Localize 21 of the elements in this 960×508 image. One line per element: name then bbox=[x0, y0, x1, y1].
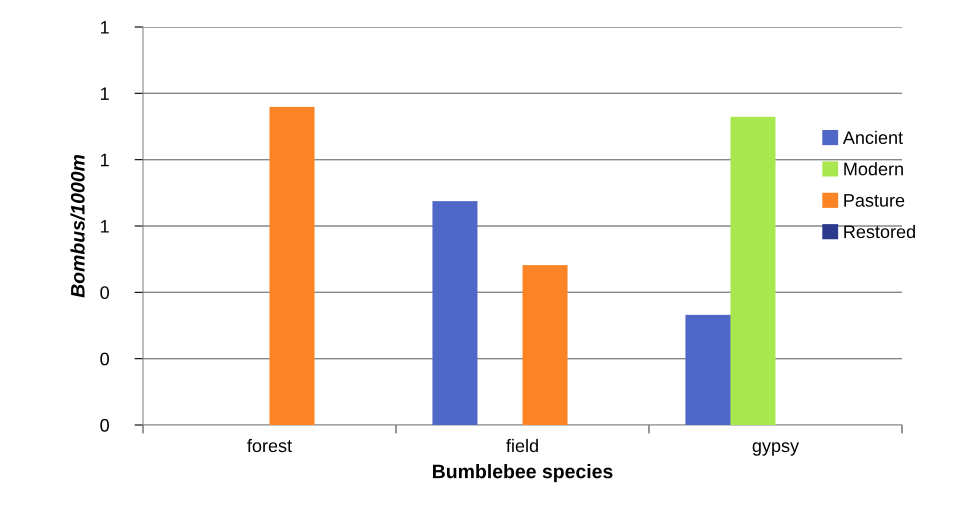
y-tick-label: 1 bbox=[101, 220, 109, 233]
y-tick-label: 1 bbox=[101, 21, 109, 34]
bar bbox=[522, 265, 568, 425]
legend-label: Modern bbox=[844, 162, 903, 176]
y-tick-label: 1 bbox=[101, 154, 109, 166]
y-tick-label: 0 bbox=[100, 418, 109, 432]
legend-label: Ancient bbox=[842, 130, 903, 144]
x-tick-label: field bbox=[506, 438, 538, 452]
bar bbox=[730, 116, 776, 425]
y-tick-label: 0 bbox=[100, 286, 109, 300]
x-tick-label: forest bbox=[247, 438, 292, 452]
bar bbox=[432, 201, 478, 425]
legend-label: Restored bbox=[844, 224, 915, 238]
x-axis-title: Bumblebee species bbox=[433, 464, 612, 482]
legend-label: Pasture bbox=[844, 194, 904, 207]
x-tick-label: gypsy bbox=[752, 442, 800, 456]
bar bbox=[270, 106, 315, 425]
y-tick-label: 1 bbox=[101, 87, 109, 100]
y-axis-title: Bombus/1000m bbox=[70, 154, 85, 298]
bar bbox=[685, 314, 730, 425]
y-tick-label: 0 bbox=[100, 352, 109, 366]
